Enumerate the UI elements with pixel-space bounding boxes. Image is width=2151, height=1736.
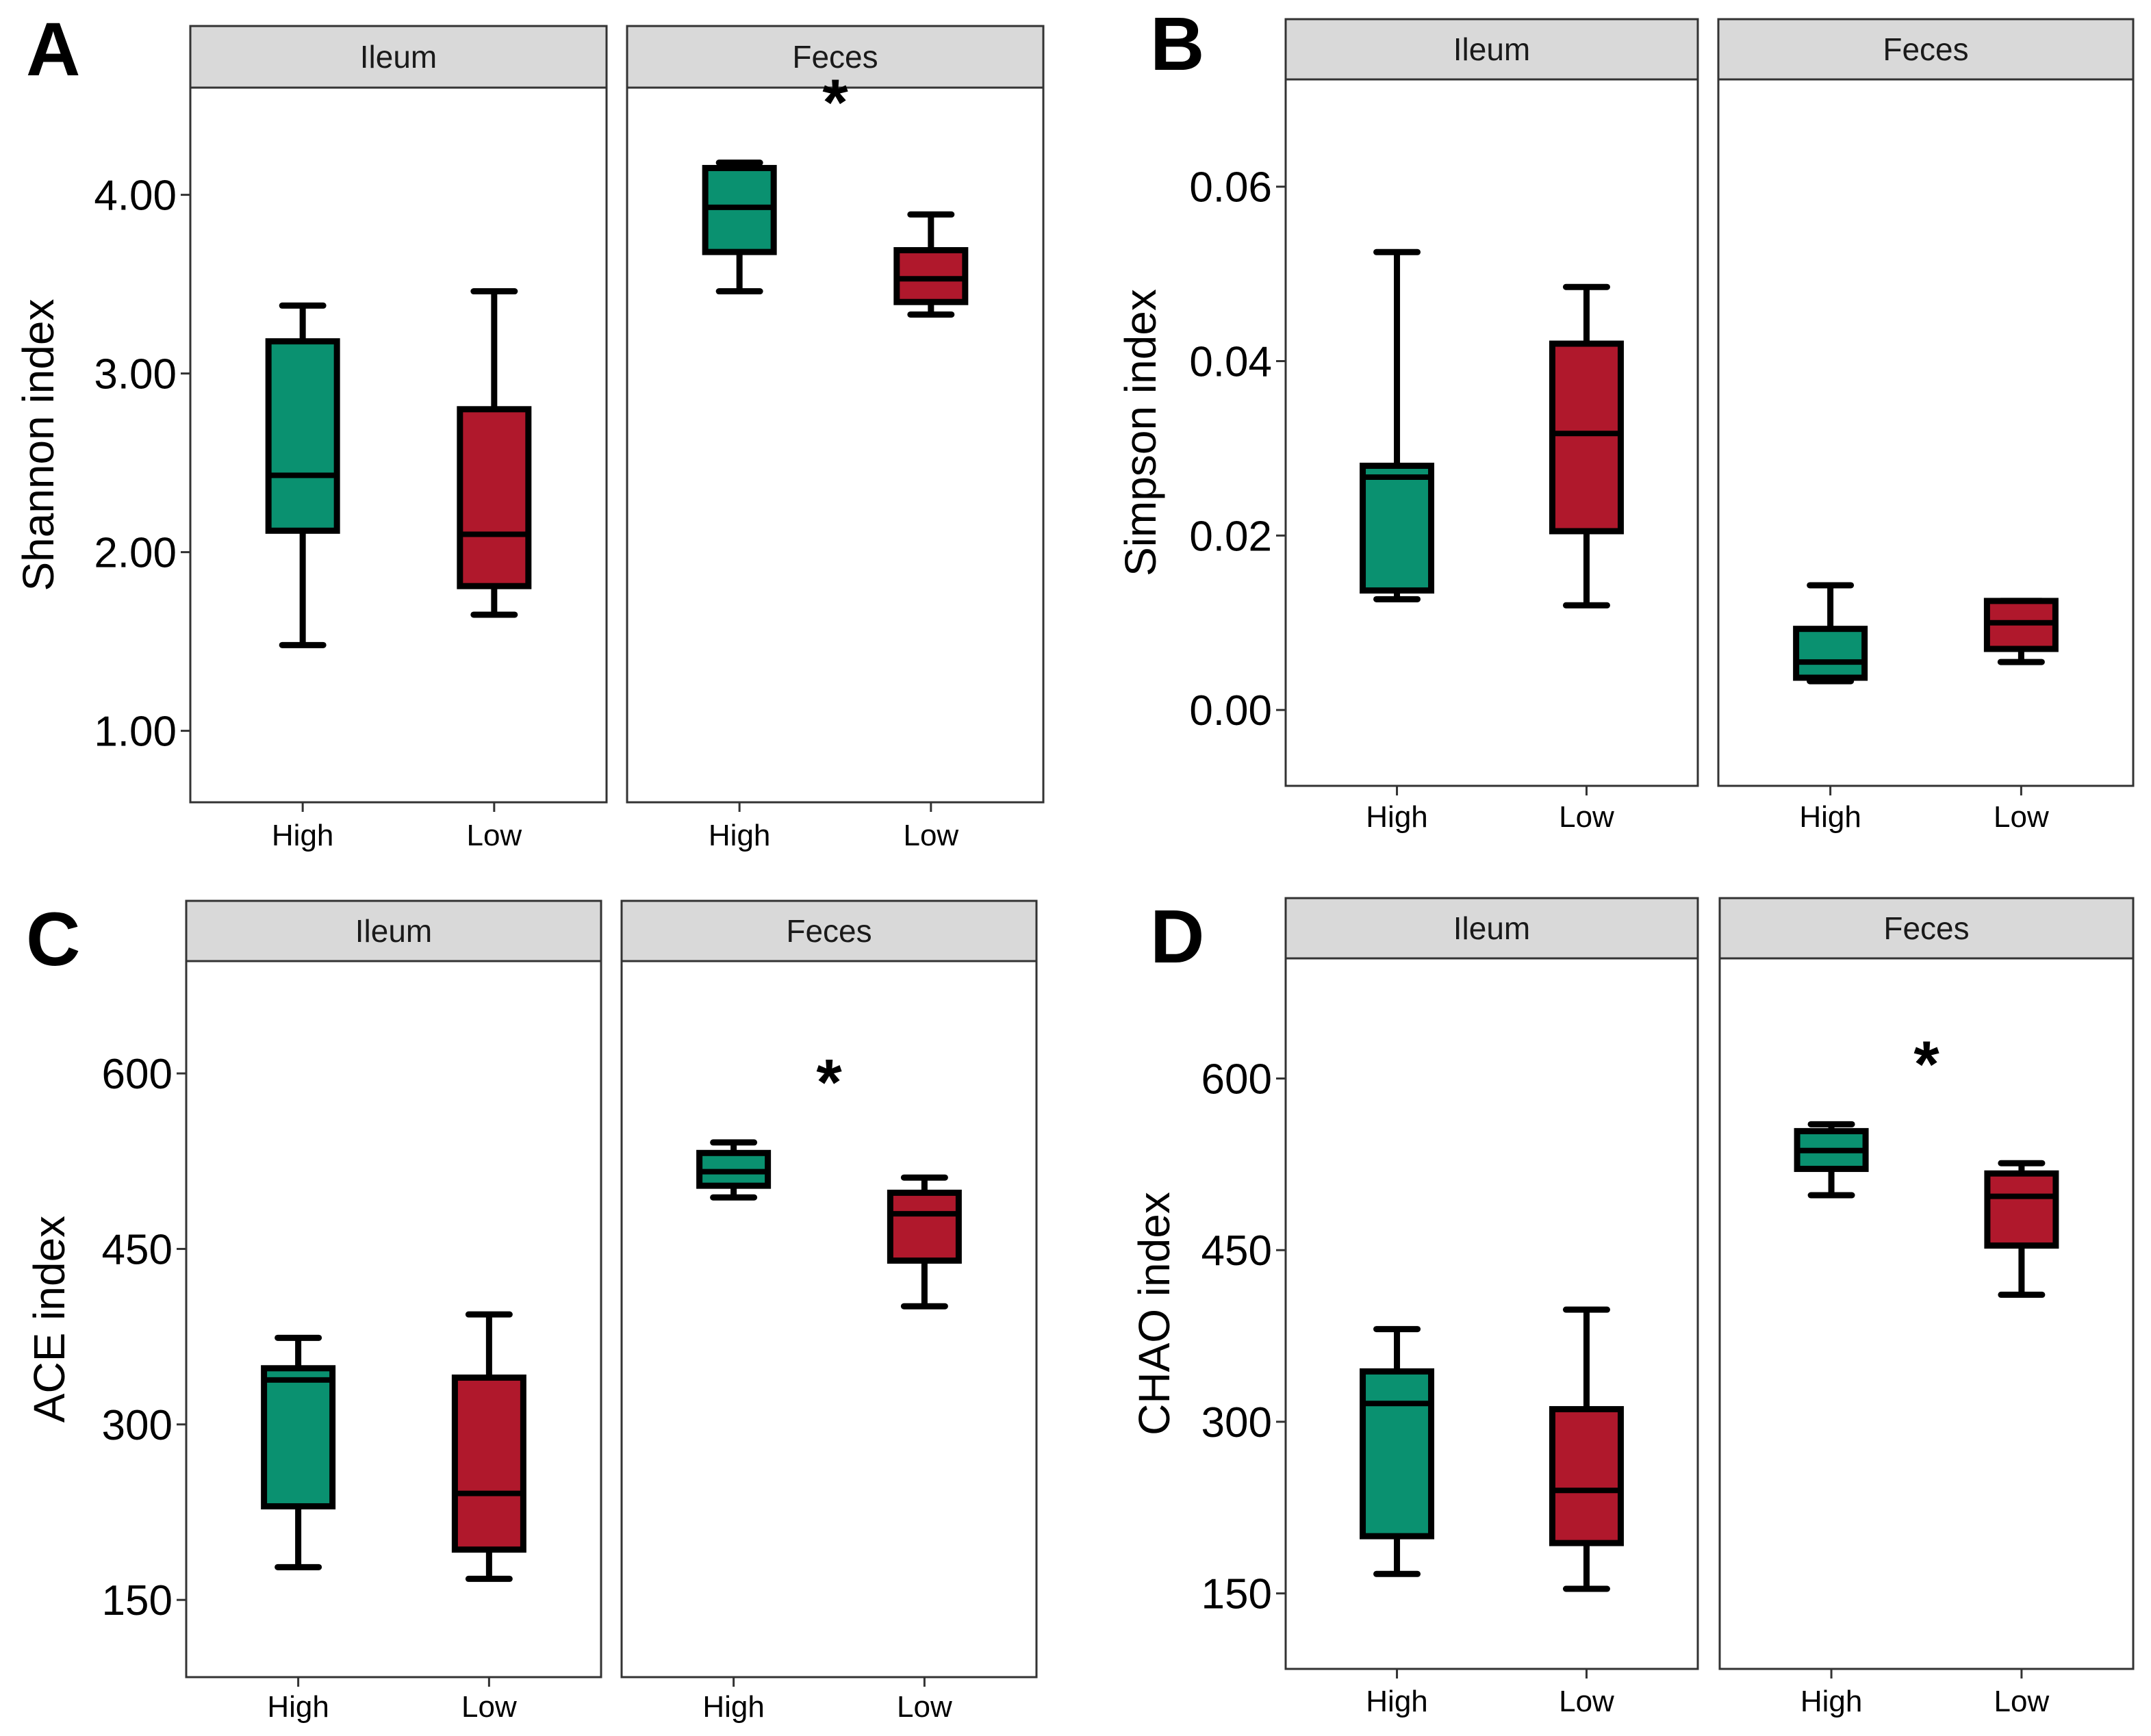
y-axis-label: Shannon index bbox=[14, 298, 63, 591]
facet-feces: Feces High Low * bbox=[1720, 898, 2133, 1718]
x-tick-label: Low bbox=[466, 819, 522, 852]
panel-letter: A bbox=[26, 8, 80, 92]
box-body bbox=[1552, 1409, 1620, 1544]
x-tick-label: Low bbox=[461, 1690, 517, 1724]
panel-c: C ACE index 150 300 450 600 Ileum High Low Feces H… bbox=[25, 897, 1036, 1724]
y-tick-label: 600 bbox=[1201, 1056, 1272, 1103]
x-tick-label: High bbox=[1366, 1685, 1428, 1718]
y-tick-label: 4.00 bbox=[94, 173, 177, 220]
x-tick-label: High bbox=[1799, 800, 1861, 834]
box-body bbox=[1552, 344, 1620, 531]
x-tick-label: Low bbox=[1994, 800, 2049, 834]
y-tick-label: 2.00 bbox=[94, 530, 177, 577]
box-body bbox=[1363, 1371, 1431, 1536]
box-body bbox=[890, 1192, 958, 1260]
panel-letter: B bbox=[1150, 2, 1204, 86]
y-tick-label: 0.06 bbox=[1189, 164, 1272, 212]
facet-strip-label: Feces bbox=[1883, 910, 1969, 946]
y-tick-label: 0.04 bbox=[1189, 339, 1272, 386]
box-body bbox=[455, 1377, 523, 1549]
y-tick-label: 450 bbox=[1201, 1227, 1272, 1275]
y-tick-label: 150 bbox=[102, 1577, 173, 1624]
y-axis-label: Simpson index bbox=[1116, 289, 1165, 576]
facet-ileum: Ileum High Low bbox=[190, 26, 607, 852]
x-tick-label: Low bbox=[897, 1690, 952, 1724]
box-body bbox=[1796, 629, 1865, 678]
box-body bbox=[264, 1368, 333, 1507]
facet-strip-label: Feces bbox=[1883, 31, 1968, 67]
y-axis-label: CHAO index bbox=[1130, 1192, 1179, 1435]
facet-strip-label: Ileum bbox=[1453, 31, 1530, 67]
x-tick-label: High bbox=[1366, 800, 1428, 834]
box-body bbox=[460, 409, 529, 586]
y-tick-label: 600 bbox=[102, 1051, 173, 1098]
facet-ileum: Ileum High Low bbox=[1286, 898, 1698, 1718]
plot-area bbox=[186, 961, 601, 1677]
plot-area bbox=[190, 88, 607, 802]
x-tick-label: High bbox=[709, 819, 771, 852]
x-tick-label: High bbox=[702, 1690, 765, 1724]
panel-a: A Shannon index 1.00 2.00 3.00 4.00 Ileum High L… bbox=[14, 8, 1043, 852]
y-tick-label: 0.00 bbox=[1189, 687, 1272, 735]
panel-b: B Simpson index 0.00 0.02 0.04 0.06 Ileum High L… bbox=[1116, 2, 2133, 834]
x-tick-label: Low bbox=[1559, 800, 1614, 834]
facet-strip-label: Feces bbox=[786, 913, 871, 949]
facet-strip-label: Ileum bbox=[360, 39, 437, 75]
facet-feces: Feces High Low * bbox=[622, 901, 1036, 1724]
box-body bbox=[1987, 1173, 2056, 1245]
panel-d: DCHAO index150300450600IleumHigh LowFeces… bbox=[1130, 895, 2133, 1718]
panel-letter: C bbox=[26, 897, 80, 982]
facet-strip-label: Ileum bbox=[355, 913, 432, 949]
y-tick-label: 150 bbox=[1201, 1571, 1272, 1618]
y-tick-label: 3.00 bbox=[94, 351, 177, 398]
x-tick-label: Low bbox=[1559, 1685, 1614, 1718]
x-tick-label: Low bbox=[1994, 1685, 2050, 1718]
x-tick-label: Low bbox=[903, 819, 958, 852]
facet-feces: Feces High Low * bbox=[627, 26, 1043, 852]
x-tick-label: High bbox=[1800, 1685, 1863, 1718]
facet-ileum: Ileum High Low bbox=[1286, 19, 1698, 834]
y-tick-label: 0.02 bbox=[1189, 513, 1272, 560]
facet-feces: Feces High Low bbox=[1718, 19, 2133, 834]
facet-ileum: Ileum High Low bbox=[186, 901, 601, 1724]
x-tick-label: High bbox=[267, 1690, 329, 1724]
facet-strip-label: Ileum bbox=[1453, 910, 1530, 946]
plot-area bbox=[627, 88, 1043, 802]
box-body bbox=[1363, 465, 1431, 590]
y-tick-label: 300 bbox=[1201, 1399, 1272, 1446]
panel-letter: D bbox=[1150, 895, 1204, 979]
x-tick-label: High bbox=[272, 819, 334, 852]
y-tick-label: 300 bbox=[102, 1402, 173, 1449]
box-body bbox=[268, 342, 337, 531]
y-axis-label: ACE index bbox=[25, 1216, 74, 1422]
plot-area bbox=[1286, 79, 1698, 786]
y-tick-label: 1.00 bbox=[94, 709, 177, 756]
significance-star: * bbox=[1913, 1027, 1939, 1101]
plot-area bbox=[1718, 79, 2133, 786]
significance-star: * bbox=[816, 1046, 842, 1119]
significance-star: * bbox=[822, 66, 848, 140]
y-tick-label: 450 bbox=[102, 1226, 173, 1273]
plot-area bbox=[1286, 958, 1698, 1669]
figure: A Shannon index 1.00 2.00 3.00 4.00 Ileum High L… bbox=[0, 0, 2151, 1736]
